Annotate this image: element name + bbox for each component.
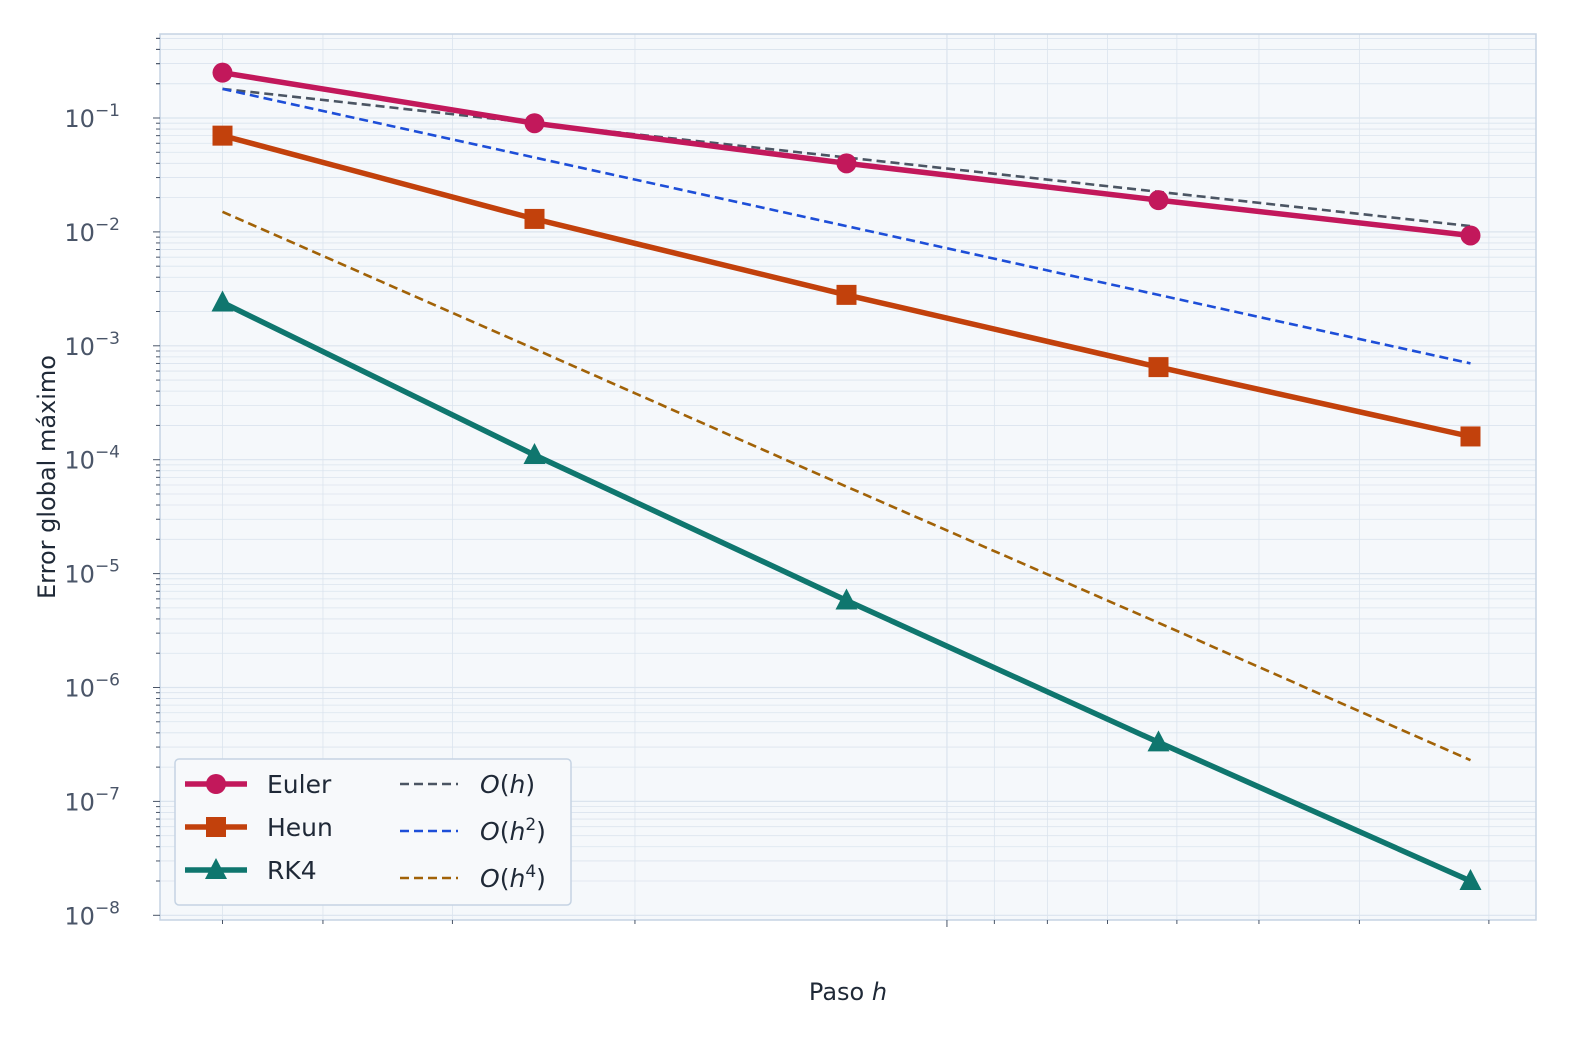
reference-line-1 [222,87,1471,365]
data-point [835,588,858,610]
data-point [1460,426,1481,447]
legend-label: O(h2) [480,815,546,846]
data-point [212,125,233,146]
data-series [211,62,1482,891]
data-point [1460,225,1481,246]
y-tick-label: 10−3 [64,329,120,361]
data-point [524,113,545,134]
legend-marker [205,858,227,879]
legend-label: O(h) [480,770,535,799]
series-rk4 [211,290,1482,891]
data-point [1148,357,1169,378]
y-tick-label: 10−6 [64,671,120,703]
legend-label: RK4 [267,856,317,885]
y-tick-label: 10−7 [64,784,120,816]
legend-label: Euler [267,770,332,799]
x-axis-label: Paso h [809,978,887,1006]
reference-lines [221,87,1472,762]
data-point [523,442,546,464]
series-euler [212,62,1481,246]
legend-label: O(h4) [480,862,546,893]
y-axis-label: Error global máximo [33,355,61,599]
data-point [1147,730,1170,752]
legend-marker [206,817,226,837]
y-tick-label: 10−1 [64,101,120,133]
legend-box [174,758,572,906]
data-point [836,284,857,305]
y-tick-label: 10−4 [64,443,120,475]
reference-line-2 [221,210,1472,762]
y-tick-label: 10−5 [64,557,120,589]
data-point [1459,869,1482,891]
data-point [211,290,234,312]
axis-ticks: 10−110−210−310−410−510−610−710−810−1 [64,37,1490,930]
data-point [1148,190,1169,211]
y-tick-label: 10−8 [64,898,120,930]
data-point [524,208,545,229]
data-point [836,153,857,174]
series-heun [212,125,1481,447]
data-point [212,62,233,83]
legend: Euler Heun RK4 O(h) O(h2) O(h4) [174,758,572,906]
legend-label: Heun [267,813,333,842]
y-tick-label: 10−2 [64,215,120,247]
legend-marker [206,774,226,794]
